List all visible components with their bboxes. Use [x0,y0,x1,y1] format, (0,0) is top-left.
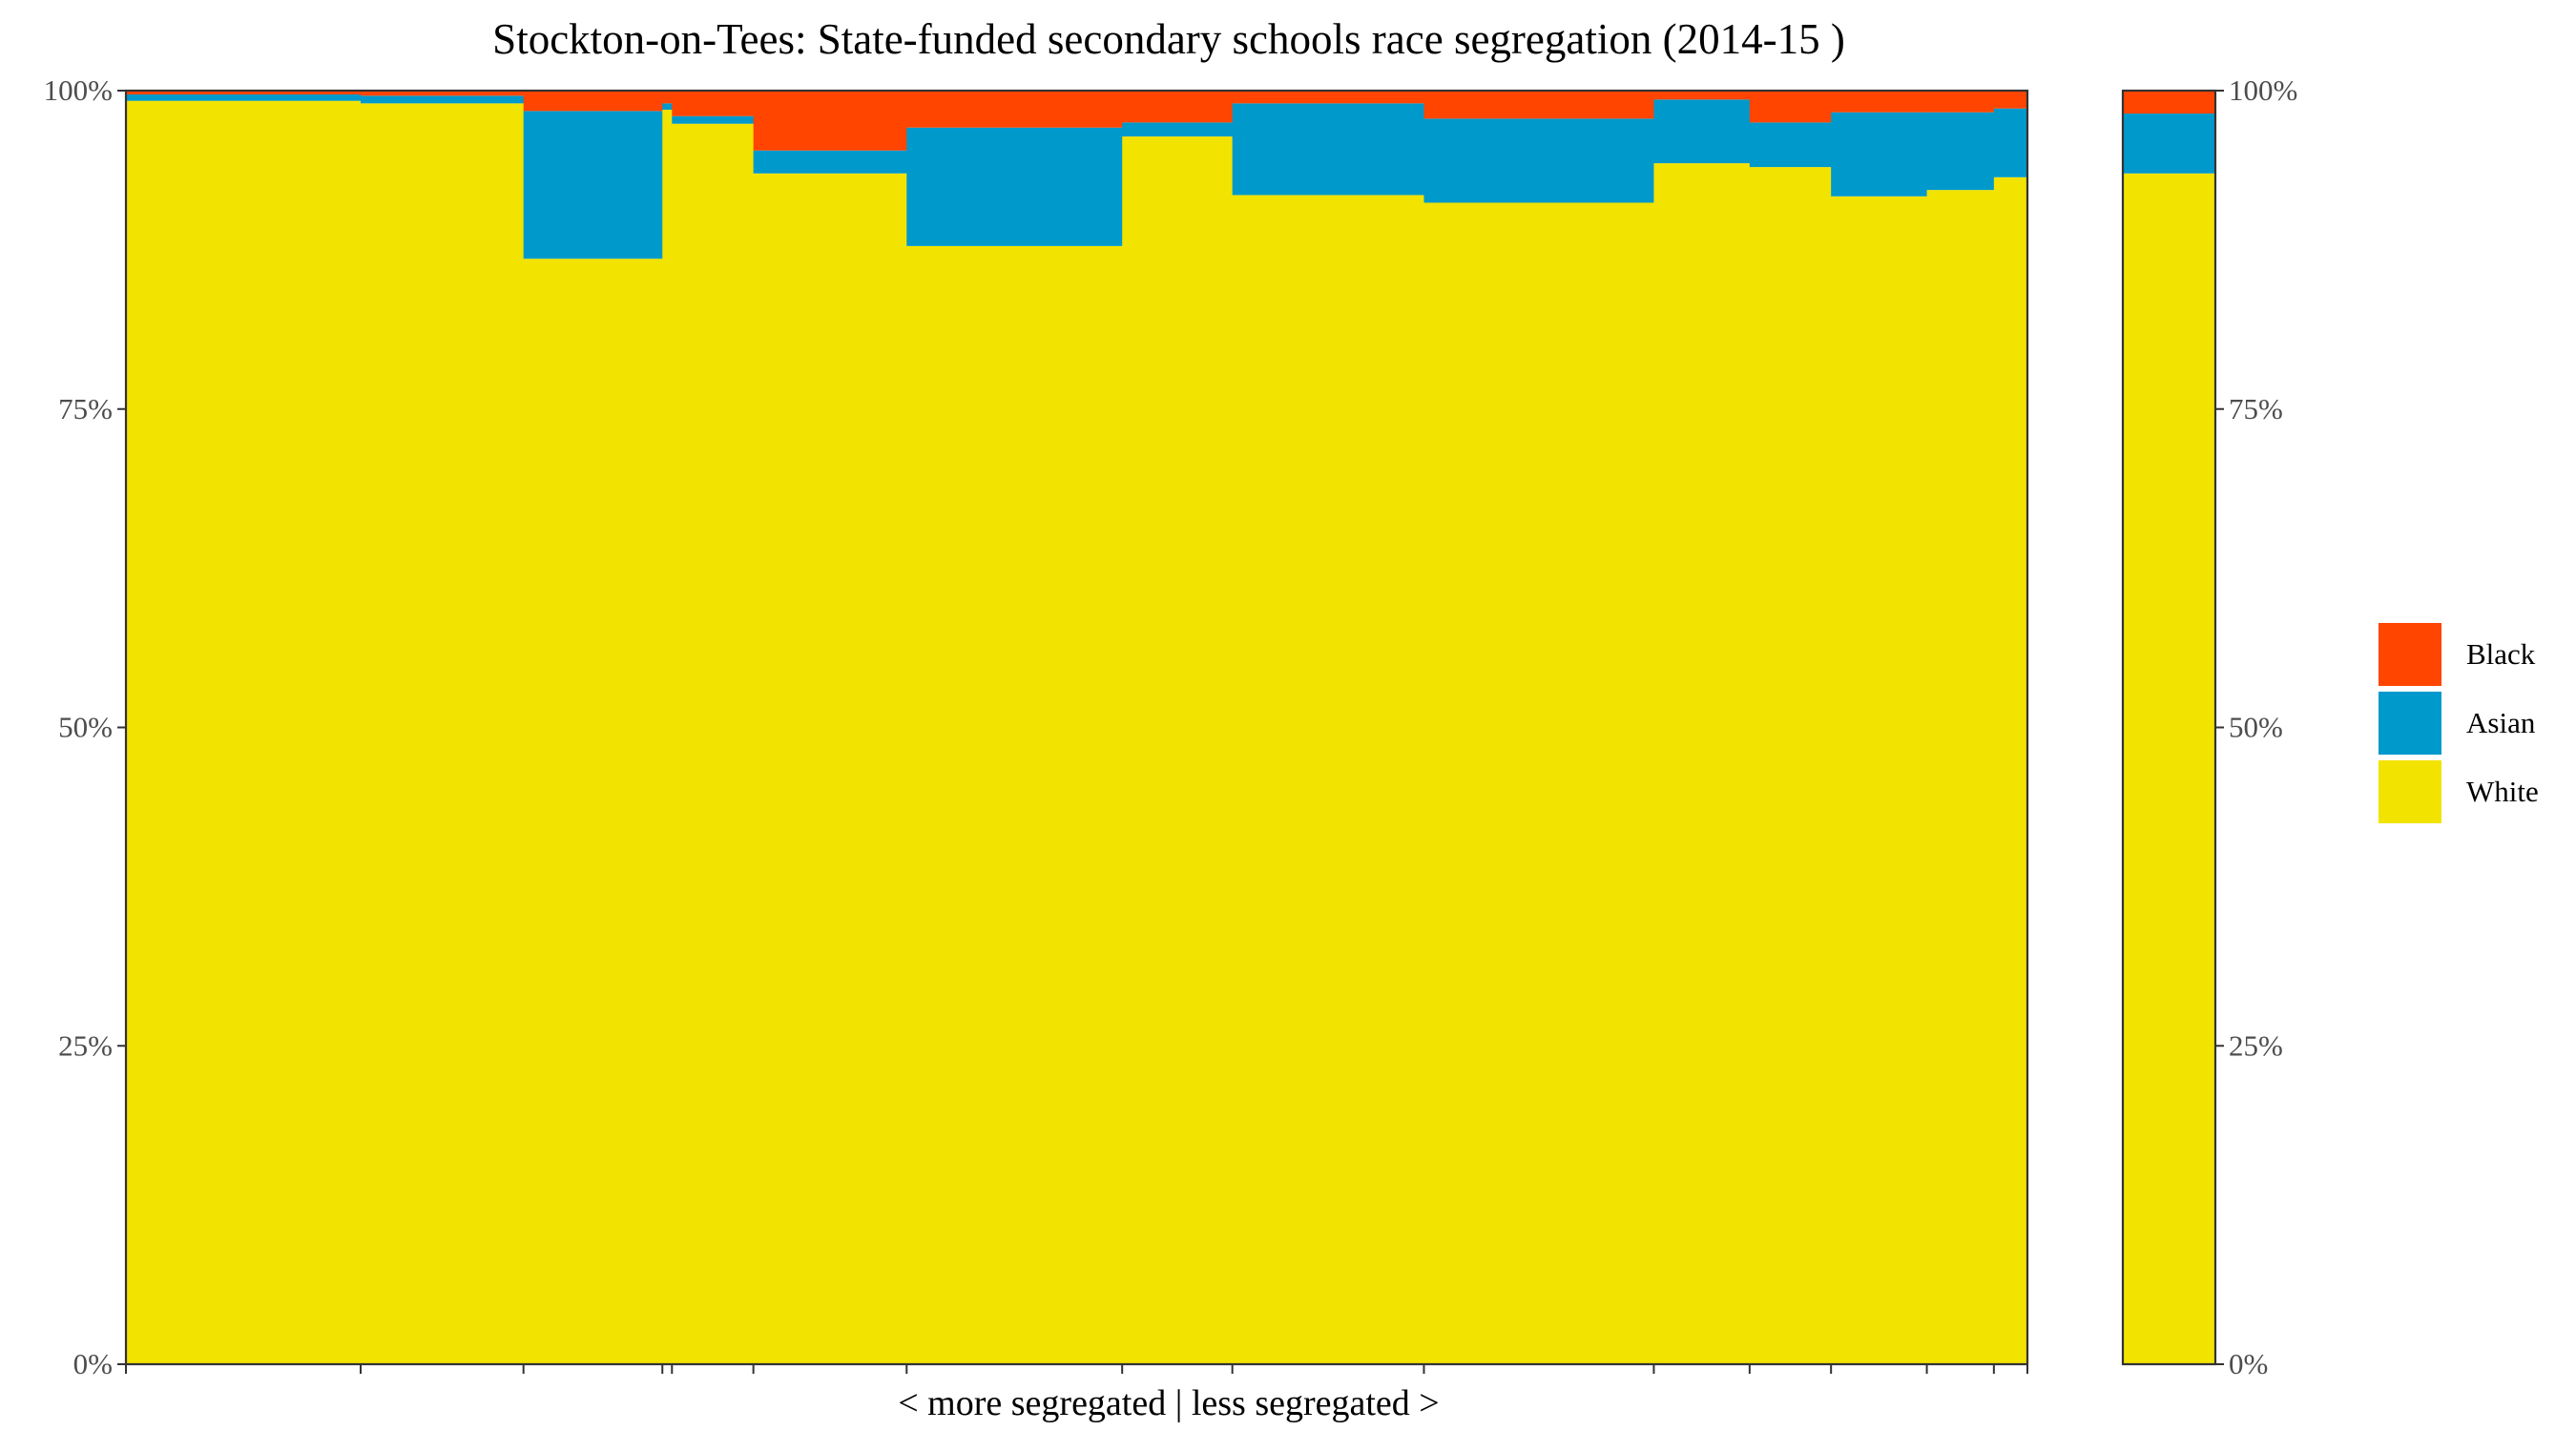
bar-segment-white-school-13 [1831,196,1928,1365]
legend-label-white: White [2466,775,2539,808]
bar-segment-asian-school-1 [126,94,362,101]
bar-segment-asian-school-6 [753,150,907,174]
y-tick-label-left-1: 25% [58,1028,113,1062]
chart-title: Stockton-on-Tees: State-funded secondary… [492,15,1845,63]
bar-segment-white-school-12 [1749,167,1832,1365]
x-axis-label: < more segregated | less segregated > [898,1383,1439,1423]
y-tick-label-left-2: 50% [58,711,113,744]
bar-segment-white-school-14 [1926,190,1995,1364]
bar-segment-white-school-6 [753,173,907,1364]
bar-segment-white-school-9 [1232,195,1425,1365]
bar-segment-black-school-13 [1831,91,1928,113]
y-tick-label-right-3: 75% [2229,392,2283,425]
bar-segment-black-school-12 [1749,91,1832,123]
legend-label-asian: Asian [2466,706,2536,739]
bar-segment-asian-school-12 [1749,122,1832,168]
bar-segment-asian-school-4 [662,103,673,111]
y-tick-label-right-4: 100% [2229,73,2297,107]
legend-key-asian [2379,692,2441,755]
bar-segment-black-school-1 [126,91,362,95]
bar-segment-asian-school-13 [1831,112,1928,197]
bar-segment-white-school-7 [906,245,1123,1364]
bar-segment-white-school-3 [523,259,663,1365]
legend-key-black [2379,623,2441,686]
bar-segment-black-school-15 [1993,91,2028,109]
bar-segment-asian-school-2 [360,95,525,104]
bar-segment-asian-school-10 [1423,118,1655,203]
bar-segment-black-school-5 [672,91,755,116]
bar-segment-white-school-15 [1993,176,2028,1364]
bar-segment-black-school-11 [1653,91,1751,100]
bar-segment-black-school-9 [1232,91,1425,104]
y-tick-label-right-1: 25% [2229,1028,2283,1062]
bar-segment-asian-school-7 [906,127,1123,246]
bar-segment-asian-school-11 [1653,99,1751,164]
bar-segment-asian-school-14 [1926,112,1995,191]
y-tick-label-left-3: 75% [58,392,113,425]
bar-segment-asian-school-9 [1232,103,1425,196]
legend-key-white [2379,760,2441,823]
bar-segment-black-school-6 [753,91,907,151]
bar-segment-black-school-3 [523,91,663,112]
overall-panel [2121,89,2217,1366]
y-tick-label-right-2: 50% [2229,711,2283,744]
overall-bar-segment-asian [2123,114,2215,174]
bar-segment-asian-school-5 [672,115,755,124]
legend: Black Asian White [2379,623,2539,823]
y-axis-right: 0% 25% 50% 75% 100% [2215,73,2297,1380]
bar-segment-white-school-11 [1653,163,1751,1365]
y-tick-label-right-0: 0% [2229,1347,2268,1380]
bar-segment-white-school-4 [662,110,673,1364]
bar-segment-white-school-8 [1122,136,1234,1364]
bar-segment-black-school-7 [906,91,1123,128]
bar-segment-black-school-2 [360,91,525,96]
bar-segment-white-school-5 [672,123,755,1365]
bar-segment-asian-school-8 [1122,122,1234,137]
overall-bar-segment-black [2123,91,2215,114]
bar-segment-black-school-14 [1926,91,1995,113]
bar-segment-asian-school-3 [523,111,663,259]
bar-segment-white-school-1 [126,100,362,1364]
x-axis [125,1364,2028,1374]
bar-segment-asian-school-15 [1993,108,2028,177]
y-tick-label-left-0: 0% [73,1347,113,1380]
bar-segment-black-school-8 [1122,91,1234,123]
bar-segment-white-school-2 [360,103,525,1365]
bar-segment-white-school-10 [1423,202,1655,1365]
bar-segment-black-school-4 [662,91,673,104]
y-axis-left: 0% 25% 50% 75% 100% [44,73,126,1380]
main-panel [124,89,2029,1366]
y-tick-label-left-4: 100% [44,73,113,107]
overall-bar-segment-white [2123,173,2215,1364]
bar-segment-black-school-10 [1423,91,1655,119]
legend-label-black: Black [2466,637,2536,671]
